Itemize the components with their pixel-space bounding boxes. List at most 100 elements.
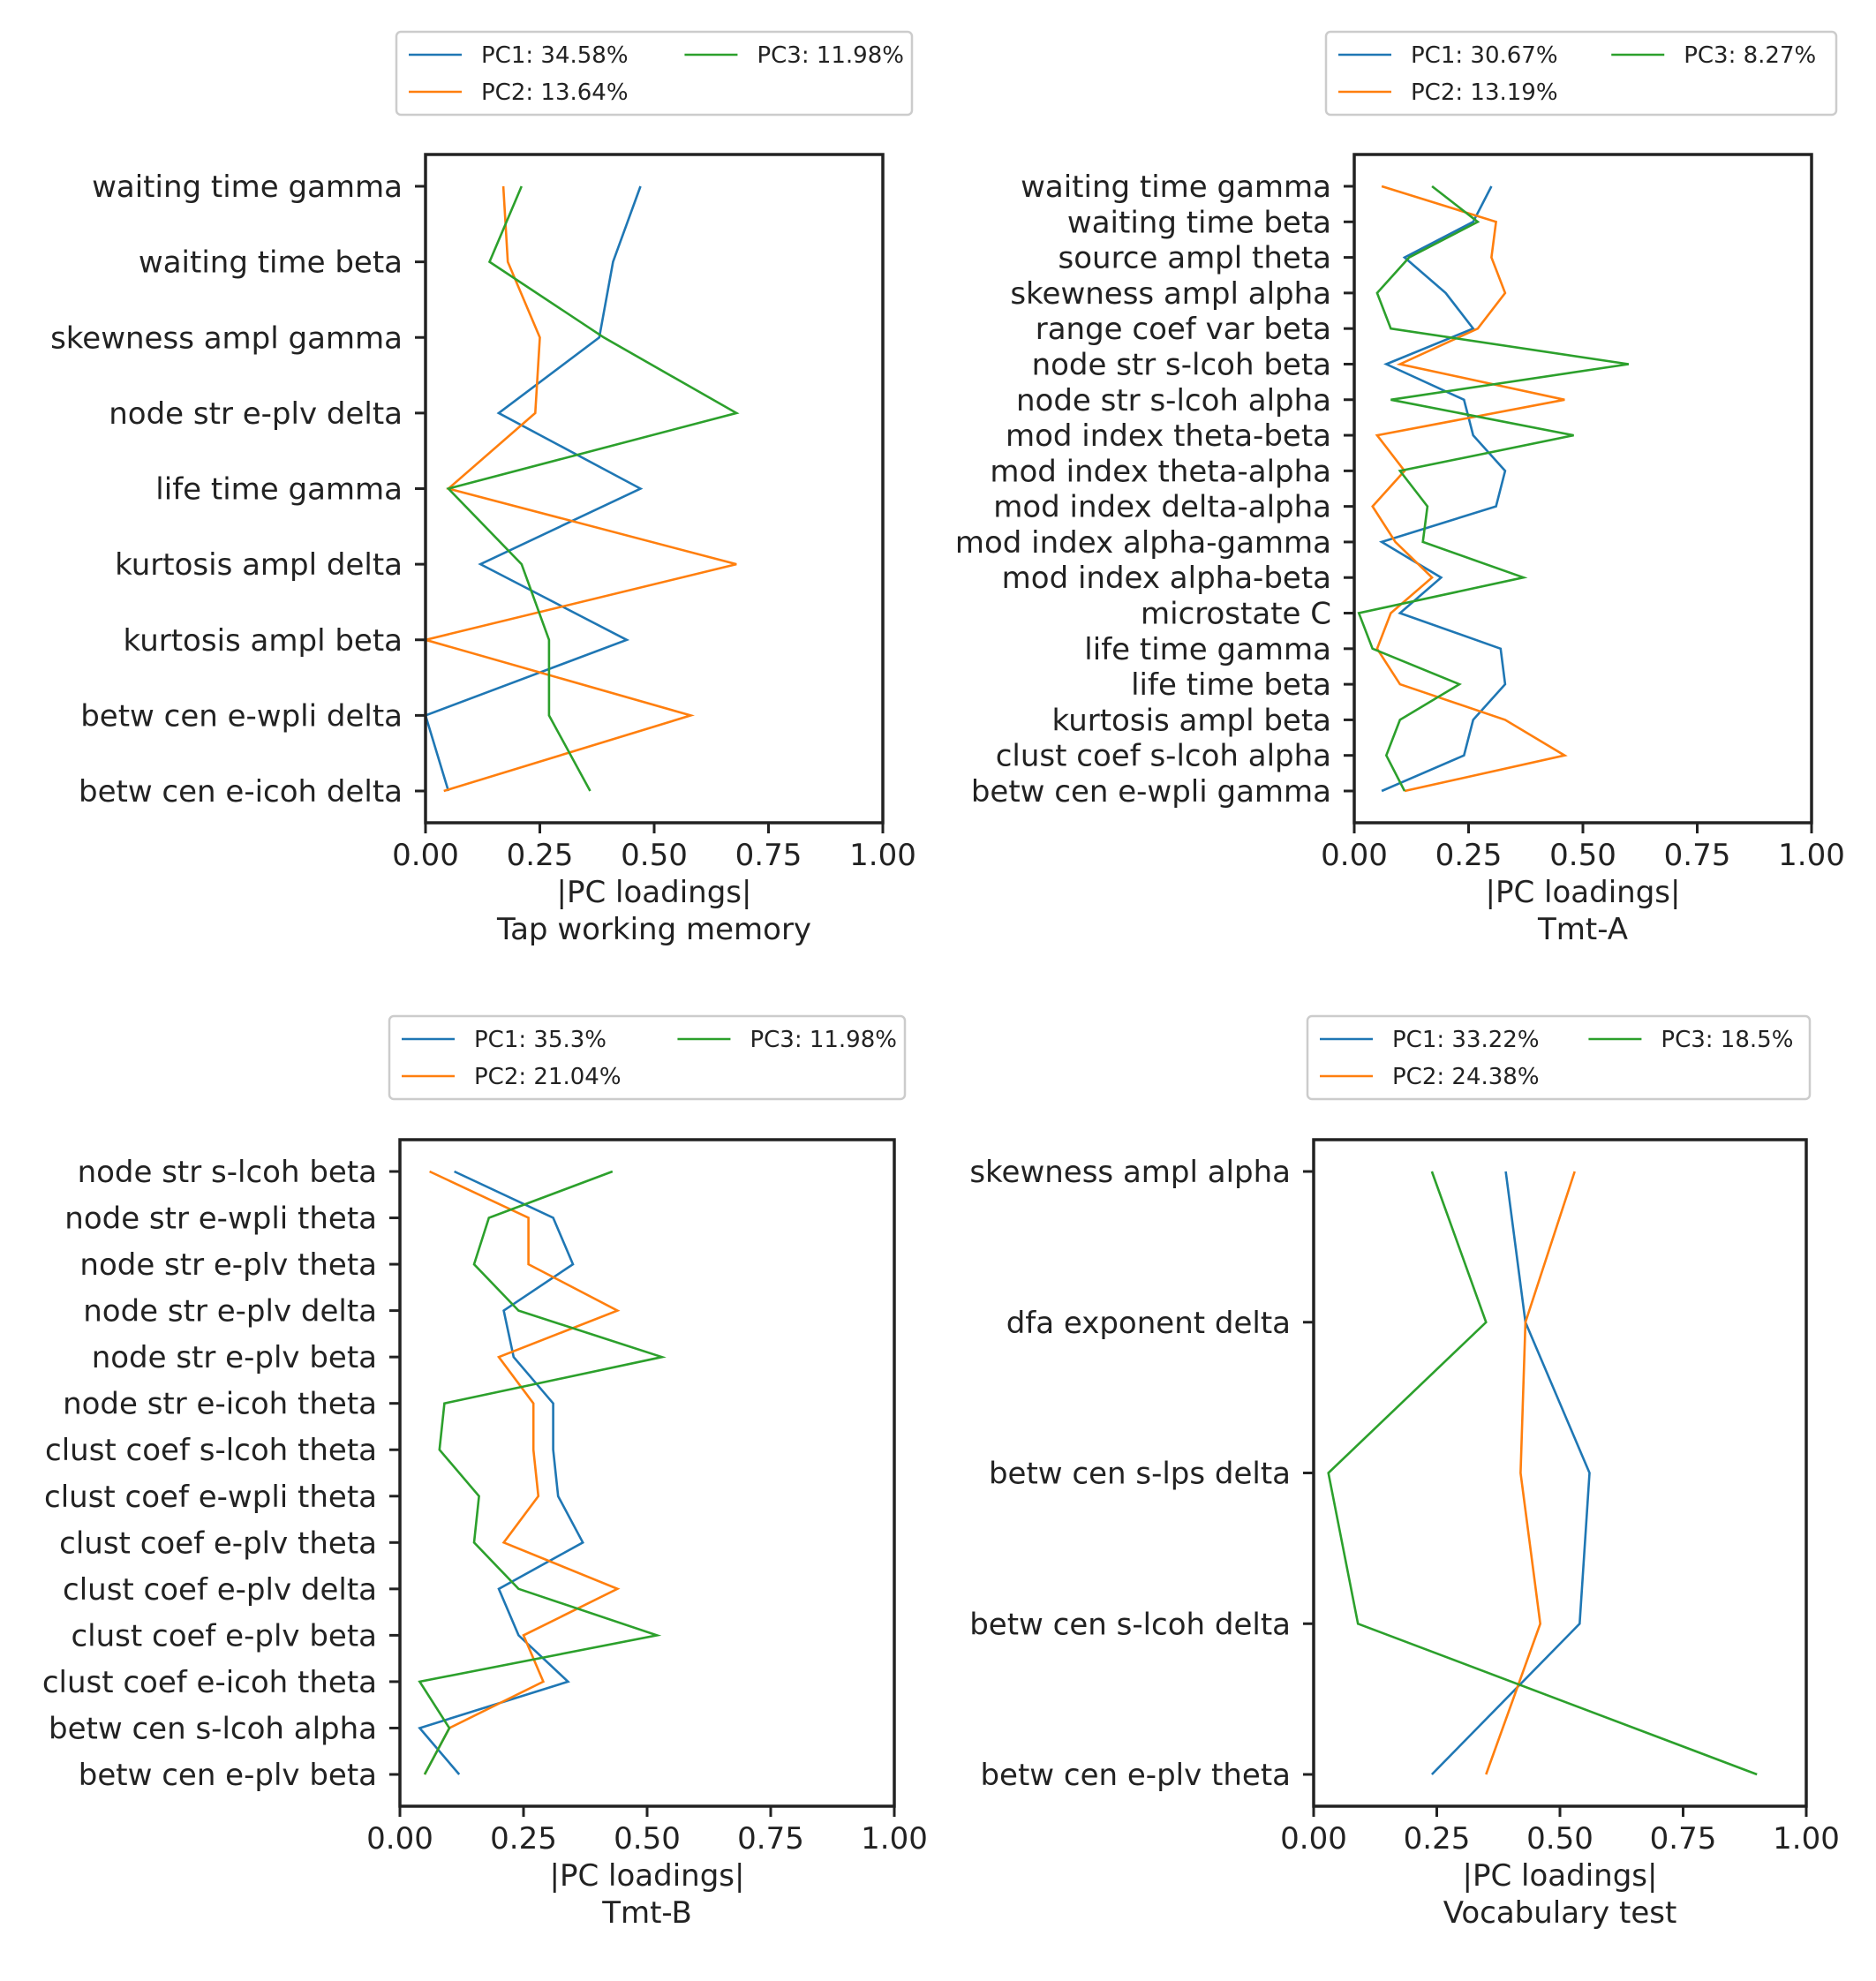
x-tick-label: 0.00	[1321, 838, 1388, 873]
x-tick-label: 1.00	[1778, 838, 1845, 873]
y-tick-label: kurtosis ampl beta	[124, 623, 403, 659]
y-tick-label: node str e-plv beta	[92, 1340, 377, 1375]
x-tick-label: 0.25	[1404, 1821, 1471, 1857]
y-tick-label: mod index theta-alpha	[990, 454, 1331, 489]
y-tick-label: node str e-plv theta	[79, 1247, 377, 1283]
axes-frame	[424, 153, 885, 825]
x-tick-label: 0.75	[737, 1821, 804, 1857]
legend-label-pc1: PC1: 34.58%	[481, 42, 629, 69]
y-tick-label: node str e-plv delta	[83, 1294, 377, 1329]
legend: PC1: 34.58% PC2: 13.64% PC3: 11.98%	[395, 30, 914, 117]
y-tick-label: clust coef e-icoh theta	[42, 1665, 377, 1700]
y-tick-label: kurtosis ampl beta	[1052, 703, 1331, 738]
legend-label-pc2: PC2: 13.19%	[1411, 79, 1558, 106]
y-tick-label: microstate C	[1141, 597, 1331, 632]
series-line-pc3	[418, 1170, 667, 1775]
legend-label-pc3: PC3: 8.27%	[1684, 42, 1816, 69]
x-tick-label: 0.25	[507, 838, 574, 873]
chart-panel-bottom-left: node str s-lcoh beta node str e-wpli thet…	[42, 1014, 928, 1931]
y-tick-label: betw cen e-wpli gamma	[971, 774, 1331, 810]
y-tick-label: node str s-lcoh alpha	[1016, 383, 1331, 418]
chart-panel-top-left: waiting time gamma waiting time beta skewn…	[50, 30, 916, 947]
legend-label-pc3: PC3: 11.98%	[757, 42, 904, 69]
legend-label-pc1: PC1: 33.22%	[1392, 1027, 1540, 1053]
axes-frame	[1312, 1138, 1808, 1808]
legend-frame	[1324, 30, 1838, 117]
y-tick-label: betw cen e-wpli delta	[80, 698, 403, 734]
y-tick-label: mod index alpha-beta	[1002, 561, 1331, 596]
x-axis-subtitle: Tmt-B	[601, 1895, 692, 1931]
x-tick-label: 0.50	[1549, 838, 1616, 873]
x-tick-label: 0.75	[1650, 1821, 1717, 1857]
series-line-pc3	[446, 185, 740, 792]
y-tick-label: life time gamma	[155, 472, 403, 508]
x-tick-label: 0.75	[1664, 838, 1731, 873]
x-tick-label: 0.00	[1280, 1821, 1347, 1857]
legend-frame	[1306, 1014, 1812, 1101]
series-line-pc3	[1327, 1171, 1758, 1776]
y-tick-label: betw cen s-lcoh delta	[969, 1607, 1291, 1642]
series-line-pc1	[1378, 185, 1507, 793]
chart-panel-bottom-right: skewness ampl alpha dfa exponent delta bet…	[969, 1014, 1840, 1931]
y-tick-label: betw cen e-icoh delta	[79, 774, 403, 810]
y-tick-label: waiting time beta	[1067, 205, 1331, 240]
y-tick-label: skewness ampl alpha	[1010, 276, 1331, 312]
y-tick-label: range coef var beta	[1036, 312, 1331, 347]
series-line-pc2	[1371, 185, 1568, 793]
y-tick-label: source ampl theta	[1059, 241, 1331, 276]
y-tick-label: clust coef e-wpli theta	[44, 1480, 377, 1515]
y-tick-label: mod index theta-beta	[1006, 418, 1331, 454]
x-axis-label: |PC loadings|	[1486, 875, 1681, 910]
y-tick-label: node str e-icoh theta	[63, 1387, 377, 1422]
y-tick-label: waiting time gamma	[92, 169, 403, 205]
y-tick-label: mod index alpha-gamma	[955, 525, 1331, 561]
y-tick-label: waiting time gamma	[1021, 169, 1331, 205]
x-tick-label: 0.50	[621, 838, 688, 873]
legend-label-pc3: PC3: 11.98%	[750, 1027, 897, 1053]
y-tick-label: betw cen e-plv theta	[980, 1758, 1291, 1793]
y-tick-label: kurtosis ampl delta	[115, 547, 403, 583]
legend-frame	[388, 1014, 907, 1101]
y-tick-label: clust coef e-plv beta	[71, 1618, 377, 1653]
y-tick-label: skewness ampl gamma	[50, 320, 403, 356]
x-tick-label: 0.25	[490, 1821, 557, 1857]
y-tick-label: betw cen s-lps delta	[989, 1457, 1291, 1492]
series-line-pc2	[1485, 1171, 1576, 1775]
axes-frame	[1352, 153, 1813, 825]
series-line-pc1	[424, 185, 644, 792]
y-tick-label: mod index delta-alpha	[993, 490, 1331, 525]
y-tick-label: dfa exponent delta	[1006, 1306, 1291, 1341]
y-tick-label: skewness ampl alpha	[969, 1155, 1291, 1190]
x-tick-label: 1.00	[861, 1821, 928, 1857]
y-tick-label: node str s-lcoh beta	[1032, 347, 1331, 382]
y-tick-label: clust coef s-lcoh theta	[45, 1433, 377, 1468]
legend-label-pc3: PC3: 18.5%	[1661, 1027, 1793, 1053]
x-axis-label: |PC loadings|	[550, 1858, 745, 1894]
axes-frame	[398, 1138, 896, 1808]
legend-frame	[395, 30, 914, 117]
legend: PC1: 35.3% PC2: 21.04% PC3: 11.98%	[388, 1014, 907, 1101]
legend-label-pc1: PC1: 30.67%	[1411, 42, 1558, 69]
legend-label-pc2: PC2: 13.64%	[481, 79, 629, 106]
legend-label-pc2: PC2: 21.04%	[474, 1064, 622, 1090]
x-tick-label: 0.50	[1526, 1821, 1593, 1857]
series-line-pc2	[420, 185, 737, 793]
series-line-pc3	[1357, 185, 1629, 792]
legend: PC1: 30.67% PC2: 13.19% PC3: 8.27%	[1324, 30, 1838, 117]
x-tick-label: 0.00	[392, 838, 459, 873]
y-tick-label: betw cen e-plv beta	[79, 1758, 377, 1793]
x-tick-label: 0.50	[614, 1821, 681, 1857]
series-line-pc1	[1430, 1171, 1591, 1775]
y-tick-label: node str s-lcoh beta	[78, 1155, 377, 1190]
y-tick-label: clust coef s-lcoh alpha	[996, 739, 1331, 774]
x-axis-subtitle: Vocabulary test	[1443, 1895, 1677, 1931]
x-axis-subtitle: Tap working memory	[496, 912, 811, 947]
y-tick-label: node str e-plv delta	[109, 396, 403, 432]
x-axis-label: |PC loadings|	[1463, 1858, 1658, 1894]
y-tick-label: life time beta	[1131, 667, 1331, 703]
x-tick-label: 0.25	[1435, 838, 1503, 873]
series-line-pc2	[423, 1170, 621, 1775]
x-tick-label: 0.00	[366, 1821, 433, 1857]
